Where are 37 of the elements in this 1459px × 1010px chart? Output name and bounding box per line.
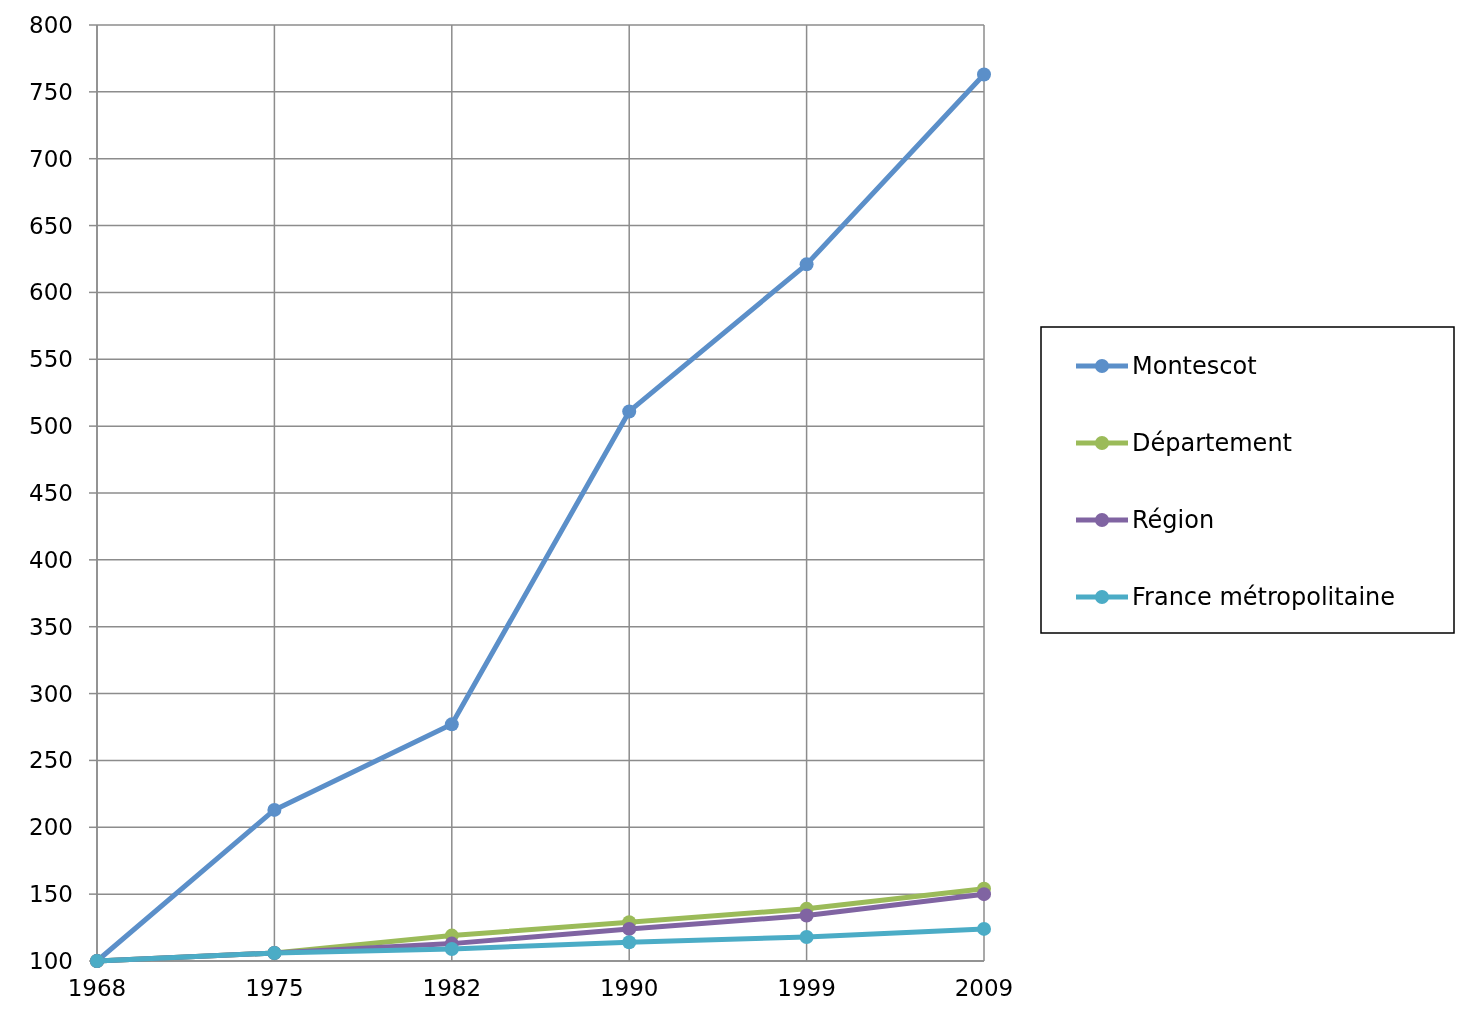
legend-label: Région xyxy=(1132,506,1215,535)
y-tick-label: 250 xyxy=(29,747,73,774)
point xyxy=(799,257,814,272)
y-tick-label: 350 xyxy=(29,613,73,640)
y-tick-label: 100 xyxy=(29,948,73,975)
point xyxy=(622,935,637,950)
x-tick-label: 1982 xyxy=(422,975,482,1001)
legend-label: France métropolitaine xyxy=(1132,583,1396,612)
point xyxy=(977,887,991,902)
point xyxy=(444,941,459,956)
legend-label: Département xyxy=(1132,429,1292,458)
y-tick-label: 450 xyxy=(29,480,73,507)
y-tick-label: 550 xyxy=(29,346,73,373)
x-tick-label: 1975 xyxy=(245,975,304,1001)
point xyxy=(444,717,459,732)
point xyxy=(622,404,637,419)
y-tick-label: 750 xyxy=(29,78,73,105)
point xyxy=(799,908,814,923)
y-tick-label: 300 xyxy=(29,680,73,707)
x-tick-label: 2009 xyxy=(954,975,1014,1001)
point xyxy=(799,929,814,944)
y-tick-label: 500 xyxy=(29,413,73,440)
point xyxy=(977,67,991,82)
x-tick-label: 1990 xyxy=(599,975,659,1001)
y-tick-label: 600 xyxy=(29,279,73,306)
y-tick-label: 700 xyxy=(29,145,73,172)
y-tick-label: 400 xyxy=(29,546,73,573)
y-tick-label: 200 xyxy=(29,814,73,841)
x-tick-label: 1999 xyxy=(777,975,836,1001)
point xyxy=(977,921,991,936)
legend-label: Montescot xyxy=(1132,352,1257,381)
x-tick-label: 1968 xyxy=(67,975,127,1001)
y-tick-label: 650 xyxy=(29,212,73,239)
y-tick-label: 150 xyxy=(29,881,73,908)
point xyxy=(267,802,282,817)
y-tick-label: 800 xyxy=(29,12,73,39)
point xyxy=(622,921,637,936)
